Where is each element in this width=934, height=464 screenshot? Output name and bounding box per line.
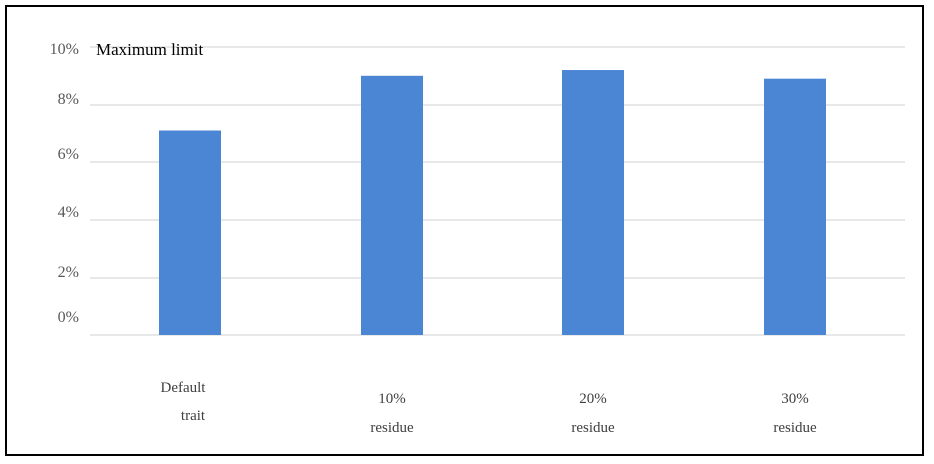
x-category-label: 20% residue (571, 391, 615, 436)
x-category-label: 10% residue (370, 391, 414, 436)
y-tick-label: 0% (58, 309, 79, 326)
bar (361, 75, 423, 336)
x-axis-categories: Default trait 10% residue 20% residue 30% resid… (161, 380, 817, 436)
bar (764, 78, 826, 336)
y-tick-label: 6% (58, 146, 79, 163)
y-tick-label: 2% (58, 264, 79, 281)
y-tick-label: 4% (58, 204, 79, 221)
x-category-label: 30% residue (773, 391, 817, 436)
y-tick-label: 10% (50, 41, 79, 58)
maximum-limit-annotation: Maximum limit (96, 40, 203, 59)
bars (159, 70, 826, 336)
y-tick-label: 8% (58, 91, 79, 108)
bar (159, 130, 221, 335)
y-axis-ticks: 0% 2% 4% 6% 8% 10% (50, 41, 79, 326)
bar (562, 70, 624, 335)
x-category-label: Default trait (161, 380, 207, 424)
